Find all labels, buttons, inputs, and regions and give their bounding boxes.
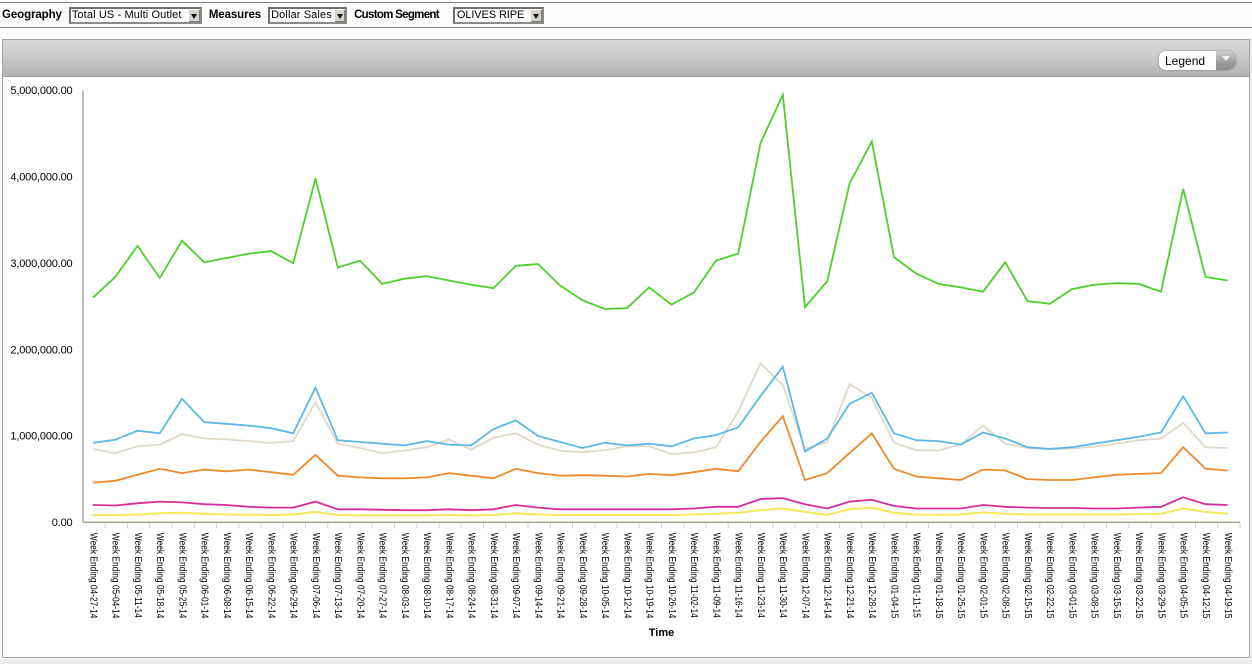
svg-text:Week Ending 09-28-14: Week Ending 09-28-14 (578, 533, 589, 619)
svg-text:Week Ending 07-27-14: Week Ending 07-27-14 (377, 533, 388, 619)
svg-text:Week Ending 02-15-15: Week Ending 02-15-15 (1023, 533, 1034, 619)
svg-text:Week Ending 11-02-14: Week Ending 11-02-14 (689, 533, 700, 618)
svg-text:Week Ending 09-14-14: Week Ending 09-14-14 (533, 533, 544, 619)
svg-text:Week Ending 08-31-14: Week Ending 08-31-14 (489, 533, 500, 619)
svg-text:Week Ending 04-05-15: Week Ending 04-05-15 (1179, 533, 1190, 619)
svg-text:Week Ending 02-01-15: Week Ending 02-01-15 (978, 533, 989, 619)
svg-text:Week Ending 04-19-15: Week Ending 04-19-15 (1223, 533, 1234, 619)
svg-text:Week Ending 06-29-14: Week Ending 06-29-14 (288, 533, 299, 619)
svg-text:Week Ending 05-25-14: Week Ending 05-25-14 (177, 533, 188, 619)
svg-text:Week Ending 06-01-14: Week Ending 06-01-14 (200, 533, 211, 619)
svg-text:Week Ending 11-16-14: Week Ending 11-16-14 (733, 533, 744, 618)
svg-text:Week Ending 04-12-15: Week Ending 04-12-15 (1201, 533, 1212, 619)
svg-text:Week Ending 05-18-14: Week Ending 05-18-14 (155, 533, 166, 619)
svg-text:Week Ending 07-13-14: Week Ending 07-13-14 (333, 533, 344, 619)
svg-text:Week Ending 07-06-14: Week Ending 07-06-14 (311, 533, 322, 619)
svg-text:Week Ending 10-05-14: Week Ending 10-05-14 (600, 533, 611, 619)
svg-text:Week Ending 03-22-15: Week Ending 03-22-15 (1134, 533, 1145, 619)
svg-text:Week Ending 11-09-14: Week Ending 11-09-14 (711, 533, 722, 618)
svg-text:Week Ending 01-11-15: Week Ending 01-11-15 (911, 533, 922, 618)
svg-text:Week Ending 08-03-14: Week Ending 08-03-14 (400, 533, 411, 619)
svg-text:Week Ending 10-26-14: Week Ending 10-26-14 (667, 533, 678, 619)
svg-text:Week Ending 06-08-14: Week Ending 06-08-14 (222, 533, 233, 619)
svg-text:Week Ending 10-12-14: Week Ending 10-12-14 (622, 533, 633, 619)
svg-text:Week Ending 06-22-14: Week Ending 06-22-14 (266, 533, 277, 619)
svg-text:Week Ending 05-11-14: Week Ending 05-11-14 (133, 533, 144, 618)
svg-text:Week Ending 08-17-14: Week Ending 08-17-14 (444, 533, 455, 619)
svg-text:Week Ending 04-27-14: Week Ending 04-27-14 (88, 533, 99, 619)
svg-text:Week Ending 09-07-14: Week Ending 09-07-14 (511, 533, 522, 619)
svg-text:Week Ending 08-24-14: Week Ending 08-24-14 (466, 533, 477, 619)
svg-text:Week Ending 12-28-14: Week Ending 12-28-14 (867, 533, 878, 619)
svg-text:Week Ending 06-15-14: Week Ending 06-15-14 (244, 533, 255, 619)
svg-text:Week Ending 02-22-15: Week Ending 02-22-15 (1045, 533, 1056, 619)
svg-text:Week Ending 03-08-15: Week Ending 03-08-15 (1090, 533, 1101, 619)
svg-text:Week Ending 10-19-14: Week Ending 10-19-14 (644, 533, 655, 619)
svg-text:Week Ending 12-21-14: Week Ending 12-21-14 (845, 533, 856, 619)
svg-text:Week Ending 01-04-15: Week Ending 01-04-15 (889, 533, 900, 619)
svg-text:Time: Time (649, 627, 674, 639)
svg-text:Week Ending 01-18-15: Week Ending 01-18-15 (934, 533, 945, 619)
svg-text:Week Ending 03-15-15: Week Ending 03-15-15 (1112, 533, 1123, 619)
svg-text:Week Ending 11-23-14: Week Ending 11-23-14 (756, 533, 767, 618)
svg-text:Week Ending 09-21-14: Week Ending 09-21-14 (555, 533, 566, 619)
svg-text:Week Ending 03-29-15: Week Ending 03-29-15 (1156, 533, 1167, 619)
svg-text:Week Ending 07-20-14: Week Ending 07-20-14 (355, 533, 366, 619)
svg-text:1,000,000.00: 1,000,000.00 (10, 431, 72, 443)
svg-text:4,000,000.00: 4,000,000.00 (10, 172, 72, 184)
svg-text:0.00: 0.00 (52, 517, 73, 529)
svg-text:Week Ending 11-30-14: Week Ending 11-30-14 (778, 533, 789, 618)
svg-text:Week Ending 12-07-14: Week Ending 12-07-14 (800, 533, 811, 619)
svg-text:3,000,000.00: 3,000,000.00 (10, 258, 72, 270)
svg-text:5,000,000.00: 5,000,000.00 (10, 85, 72, 97)
svg-text:Week Ending 03-01-15: Week Ending 03-01-15 (1067, 533, 1078, 619)
svg-text:Week Ending 08-10-14: Week Ending 08-10-14 (422, 533, 433, 619)
svg-text:Week Ending 01-25-15: Week Ending 01-25-15 (956, 533, 967, 619)
svg-text:Week Ending 12-14-14: Week Ending 12-14-14 (822, 533, 833, 619)
svg-text:2,000,000.00: 2,000,000.00 (10, 344, 72, 356)
svg-text:Week Ending 02-08-15: Week Ending 02-08-15 (1000, 533, 1011, 619)
svg-text:Week Ending 05-04-14: Week Ending 05-04-14 (111, 533, 122, 619)
